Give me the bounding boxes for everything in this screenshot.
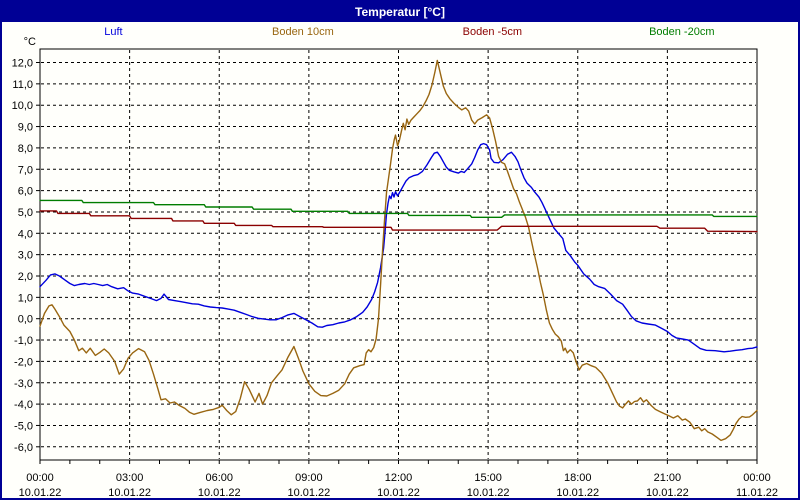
y-tick-label: -2,0 [14,356,33,368]
x-tick-date-label: 10.01.22 [19,487,62,499]
x-tick-time-label: 12:00 [385,472,413,484]
y-tick-label: -5,0 [14,420,33,432]
x-tick-time-label: 21:00 [654,472,682,484]
series-boden-10cm-line [39,59,758,442]
y-tick-label: -6,0 [14,442,33,454]
x-tick-date-label: 11.01.22 [736,487,778,499]
legend-item-luft: Luft [104,26,123,38]
legend-item-boden-10cm: Boden 10cm [271,26,334,38]
series-luft-line [39,142,758,353]
y-tick-label: 11,0 [12,79,33,91]
y-axis-labels: 12,0 11,0 10,0 9,0 8,0 7,0 6,0 5,0 4,0 3,0 2,0 1,0 0… [12,36,40,454]
y-tick-label: 0,0 [18,314,33,326]
y-tick-label: 6,0 [18,186,33,198]
y-tick-label: 7,0 [18,164,33,176]
x-tick-date-label: 10.01.22 [467,487,510,499]
series-boden-5cm-line [39,210,758,233]
legend-item-boden-20cm: Boden -20cm [649,26,715,38]
y-tick-label: -1,0 [14,335,33,347]
title-bar: Temperatur [°C] [2,2,798,22]
grid-lines [41,50,756,459]
x-tick-time-label: 06:00 [205,472,233,484]
x-tick-time-label: 03:00 [116,472,144,484]
chart-legend: Luft Boden 10cm Boden -5cm Boden -20cm [2,22,798,46]
x-tick-date-label: 10.01.22 [377,487,420,499]
x-tick-time-label: 18:00 [564,472,592,484]
legend-item-boden-5cm: Boden -5cm [462,26,522,38]
x-tick-date-label: 10.01.22 [198,487,241,499]
y-tick-label: 3,0 [18,250,33,262]
y-tick-label: 4,0 [18,228,33,240]
y-tick-label: -4,0 [14,399,33,411]
y-tick-label: 1,0 [18,292,33,304]
x-tick-time-label: 00:00 [743,472,771,484]
y-tick-label: 9,0 [18,122,33,134]
x-tick-time-label: 09:00 [295,472,323,484]
x-axis-ticks [39,460,758,464]
temperature-chart: 12,0 11,0 10,0 9,0 8,0 7,0 6,0 5,0 4,0 3,0 2,0 1,0 0… [12,36,778,499]
y-tick-label: 2,0 [18,271,33,283]
x-tick-time-label: 15:00 [474,472,502,484]
x-tick-time-label: 00:00 [26,472,54,484]
x-tick-date-label: 10.01.22 [108,487,151,499]
y-tick-label: 8,0 [18,143,33,155]
window-title: Temperatur [°C] [355,5,445,19]
x-axis-labels: 00:00 10.01.22 03:00 10.01.22 06:00 10.01.22 0… [19,472,778,499]
x-tick-date-label: 10.01.22 [646,487,689,499]
x-tick-date-label: 10.01.22 [287,487,330,499]
x-tick-date-label: 10.01.22 [556,487,599,499]
y-tick-label: 12,0 [12,58,33,70]
series-boden-20cm-line [39,199,758,219]
y-tick-label: 5,0 [18,207,33,219]
y-axis-unit-label: °C [24,36,36,48]
y-tick-label: 10,0 [12,100,33,112]
y-tick-label: -3,0 [14,378,33,390]
